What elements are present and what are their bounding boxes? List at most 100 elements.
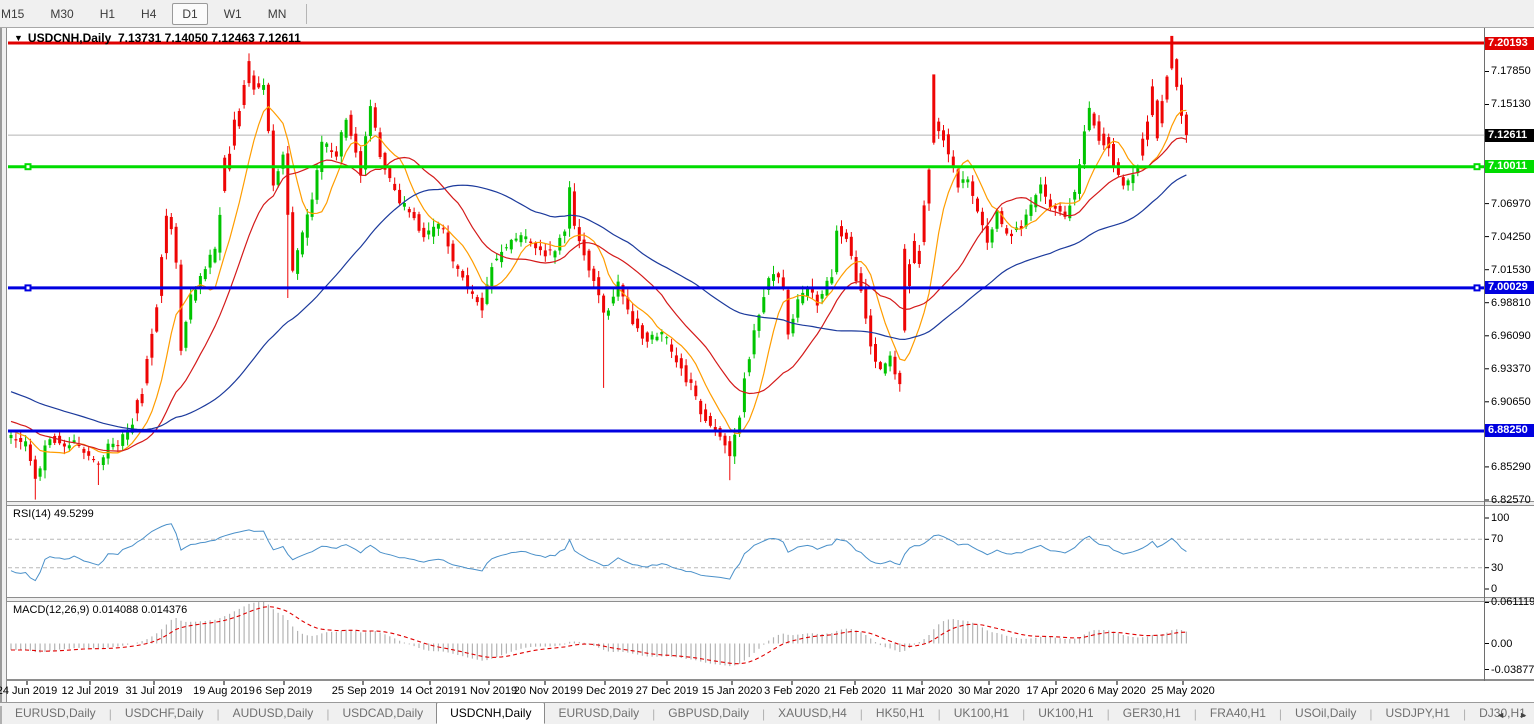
tab-separator: |	[1106, 707, 1110, 721]
level-label-6.88250[interactable]: 6.88250	[1485, 424, 1534, 438]
level-label-7.00029[interactable]: 7.00029	[1485, 281, 1534, 295]
date-label-1-Nov-2019: 1 Nov 2019	[460, 685, 518, 697]
rsi-panel[interactable]	[7, 506, 1534, 597]
macd-tick-0.00: 0.00	[1491, 637, 1513, 650]
tab-usdjpy-h1[interactable]: USDJPY,H1	[1385, 706, 1450, 720]
tab-dj30-h1[interactable]: DJ30,H1	[1479, 706, 1526, 720]
timeframe-toolbar: M15 M30 H1 H4 D1 W1 MN	[0, 0, 1534, 28]
timeframe-buttons: M15 M30 H1 H4 D1 W1 MN	[0, 2, 311, 25]
price-tick-7.04250: 7.04250	[1491, 230, 1531, 243]
tab-separator: |	[652, 707, 656, 721]
chart-dropdown-icon[interactable]: ▼	[14, 33, 23, 43]
tab-separator: |	[937, 707, 941, 721]
date-label-15-Jan-2020: 15 Jan 2020	[701, 685, 763, 697]
tab-stub[interactable]	[0, 706, 2, 724]
date-label-9-Dec-2019: 9 Dec 2019	[576, 685, 634, 697]
rsi-indicator-label: RSI(14) 49.5299	[13, 508, 94, 520]
level-label-7.20193[interactable]: 7.20193	[1485, 36, 1534, 50]
main-chart-panel[interactable]	[7, 28, 1534, 501]
timeframe-button-H1[interactable]: H1	[99, 6, 116, 21]
rsi-tick-30: 30	[1491, 561, 1504, 574]
tab-xauusd-h4[interactable]: XAUUSD,H4	[778, 706, 847, 720]
current-price-label: 7.12611	[1485, 128, 1534, 142]
date-label-17-Apr-2020: 17 Apr 2020	[1026, 685, 1086, 697]
tab-separator: |	[859, 707, 863, 721]
price-tick-6.90650: 6.90650	[1491, 395, 1531, 408]
panel-splitter-main-rsi[interactable]	[7, 501, 1534, 506]
tab-gbpusd-daily[interactable]: GBPUSD,Daily	[668, 706, 749, 720]
toolbar-separator	[306, 3, 308, 24]
date-label-25-May-2020: 25 May 2020	[1151, 685, 1215, 697]
rsi-tick-70: 70	[1491, 533, 1504, 546]
tab-separator: |	[326, 707, 330, 721]
date-label-12-Jul-2019: 12 Jul 2019	[61, 685, 119, 697]
date-label-21-Feb-2020: 21 Feb 2020	[824, 685, 886, 697]
date-label-20-Nov-2019: 20 Nov 2019	[513, 685, 577, 697]
tab-usdchf-daily[interactable]: USDCHF,Daily	[124, 706, 204, 720]
chart-title: ▼ USDCNH,Daily 7.13731 7.14050 7.12463 7.…	[14, 31, 301, 45]
tab-usdcad-daily[interactable]: USDCAD,Daily	[342, 706, 424, 720]
timeframe-button-W1[interactable]: W1	[223, 6, 242, 21]
price-tick-6.96090: 6.96090	[1491, 329, 1531, 342]
tab-separator: |	[1463, 707, 1467, 721]
date-label-25-Sep-2019: 25 Sep 2019	[331, 685, 395, 697]
date-label-14-Oct-2019: 14 Oct 2019	[400, 685, 460, 697]
tab-separator: |	[1193, 707, 1197, 721]
tab-scroll-arrows: ◄ ►	[1496, 710, 1528, 720]
date-label-27-Dec-2019: 27 Dec 2019	[635, 685, 699, 697]
date-label-31-Jul-2019: 31 Jul 2019	[125, 685, 183, 697]
tabs-scroll-right-icon[interactable]: ►	[1519, 710, 1528, 720]
date-label-24-Jun-2019: 24 Jun 2019	[0, 685, 58, 697]
tab-separator: |	[108, 707, 112, 721]
price-tick-7.17850: 7.17850	[1491, 65, 1531, 78]
macd-indicator-label: MACD(12,26,9) 0.014088 0.014376	[13, 604, 188, 616]
rsi-tick-100: 100	[1491, 512, 1510, 524]
tab-separator: |	[1278, 707, 1283, 721]
tab-separator: |	[1022, 707, 1026, 721]
date-label-30-Mar-2020: 30 Mar 2020	[958, 685, 1020, 697]
tab-separator: |	[216, 707, 220, 721]
price-tick-6.85290: 6.85290	[1491, 460, 1531, 473]
tab-hk50-h1[interactable]: HK50,H1	[875, 706, 925, 720]
price-tick-7.06970: 7.06970	[1491, 197, 1531, 210]
date-label-6-May-2020: 6 May 2020	[1088, 685, 1146, 697]
tab-audusd-daily[interactable]: AUDUSD,Daily	[232, 706, 314, 720]
window-left-border	[0, 28, 7, 702]
macd-tick--0.03877: -0.03877	[1491, 663, 1534, 676]
price-tick-6.93370: 6.93370	[1491, 362, 1531, 375]
macd-panel[interactable]	[7, 602, 1534, 679]
date-label-11-Mar-2020: 11 Mar 2020	[891, 685, 953, 697]
tab-separator: |	[1369, 707, 1373, 721]
tab-usoil-daily[interactable]: USOil,Daily	[1295, 706, 1357, 720]
timeframe-button-H4[interactable]: H4	[141, 6, 157, 21]
price-tick-6.98810: 6.98810	[1491, 296, 1531, 309]
price-tick-6.82570: 6.82570	[1491, 493, 1531, 506]
date-axis-strip[interactable]	[7, 681, 1534, 702]
tab-separator: |	[761, 707, 766, 721]
tab-ger30-h1[interactable]: GER30,H1	[1122, 706, 1181, 720]
timeframe-button-M15[interactable]: M15	[1, 6, 25, 21]
panel-splitter-macd-dates	[7, 679, 1534, 681]
timeframe-button-D1[interactable]: D1	[172, 2, 208, 25]
price-tick-7.01530: 7.01530	[1491, 263, 1531, 276]
chart-tab-bar: EURUSD,Daily | USDCHF,Daily | AUDUSD,Daily | U…	[0, 702, 1534, 724]
tab-uk100-h1[interactable]: UK100,H1	[953, 706, 1010, 720]
price-tick-7.15130: 7.15130	[1491, 98, 1531, 111]
date-label-6-Sep-2019: 6 Sep 2019	[255, 685, 313, 697]
date-label-3-Feb-2020: 3 Feb 2020	[764, 685, 820, 697]
tabs-scroll-left-icon[interactable]: ◄	[1496, 710, 1506, 720]
price-axis-separator	[1484, 28, 1485, 681]
chart-tabs: EURUSD,Daily | USDCHF,Daily | AUDUSD,Daily | U…	[2, 703, 1534, 724]
timeframe-button-M30[interactable]: M30	[50, 6, 74, 21]
tab-eurusd-daily[interactable]: EURUSD,Daily	[558, 706, 640, 720]
tab-usdcnh-daily[interactable]: USDCNH,Daily	[436, 703, 546, 724]
tab-uk100-h1[interactable]: UK100,H1	[1038, 706, 1094, 720]
tab-fra40-h1[interactable]: FRA40,H1	[1209, 706, 1266, 720]
timeframe-button-MN[interactable]: MN	[267, 6, 287, 21]
date-label-19-Aug-2019: 19 Aug 2019	[193, 685, 255, 697]
level-label-7.10011[interactable]: 7.10011	[1485, 160, 1534, 174]
panel-splitter-rsi-macd[interactable]	[7, 597, 1534, 602]
chart-symbol: USDCNH,Daily	[27, 31, 112, 45]
tab-eurusd-daily[interactable]: EURUSD,Daily	[15, 706, 96, 720]
